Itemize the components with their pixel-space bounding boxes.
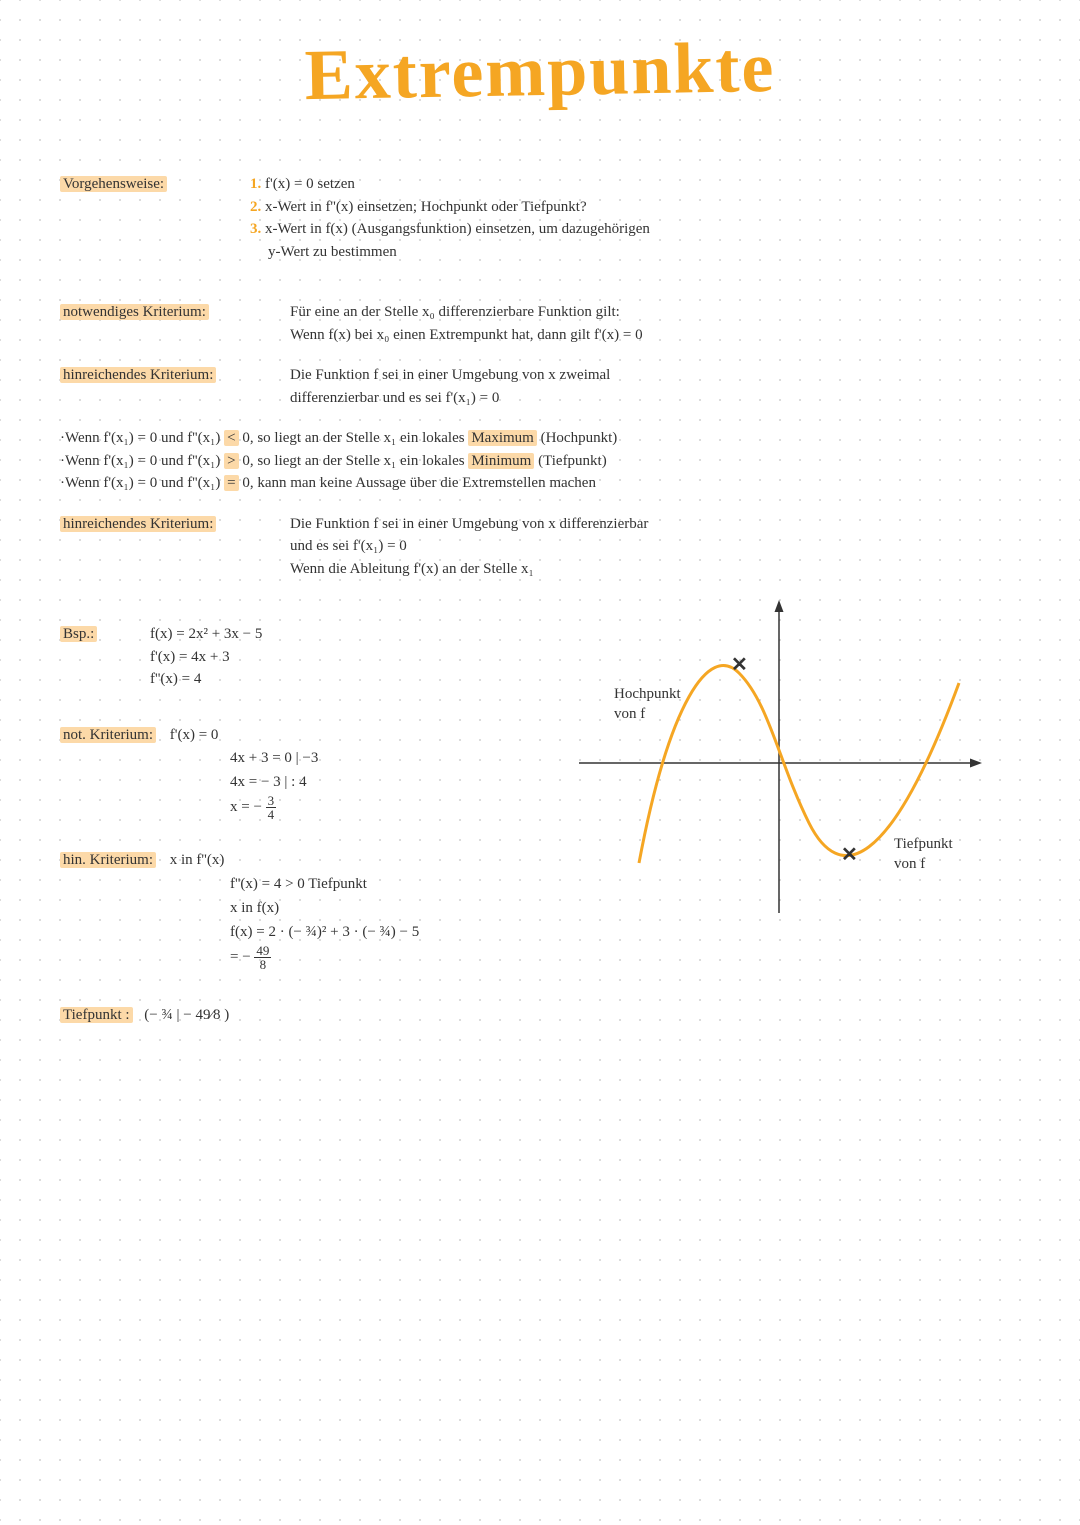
cond-text: ·Wenn f'(x₁) = 0 und f''(x₁) [60,453,224,469]
step-num: 2. [250,199,261,215]
frac-den: 8 [254,958,271,971]
hinreichendes1-line: differenzierbar und es sei f'(x₁) = 0 [290,387,1020,410]
frac-num: 3 [266,794,277,808]
step-text: f'(x) = 0 setzen [265,176,355,192]
tiefpunkt-val: (− ¾ | − 49⁄8 ) [144,1007,229,1023]
hink-label: hin. Kriterium: [60,852,156,868]
frac-num: 49 [254,944,271,958]
notk-l3: 4x = − 3 | : 4 [230,770,559,794]
frac-den: 4 [266,808,277,821]
cond-text: (Tiefpunkt) [534,453,606,469]
hink-l2: f''(x) = 4 > 0 Tiefpunkt [230,872,559,896]
step-text: x-Wert in f''(x) einsetzen; Hochpunkt od… [265,199,587,215]
bsp-f: f(x) = 2x² + 3x − 5 [150,623,262,646]
hoch-label: Hochpunkt [614,686,681,702]
hoch-label2: von f [614,706,645,722]
curve [639,666,959,863]
notk-l4a: x = − [230,799,266,815]
cond-word: Maximum [468,430,537,446]
tief-label2: von f [894,856,925,872]
example-area: Bsp.: f(x) = 2x² + 3x − 5 f'(x) = 4x + 3… [60,623,1020,1044]
notwendiges-line: Für eine an der Stelle x₀ differenzierba… [290,301,1020,324]
hinreichendes1-section: hinreichendes Kriterium: Die Funktion f … [60,364,1020,409]
notwendiges-label: notwendiges Kriterium: [60,304,209,320]
hinreichendes1-line: Die Funktion f sei in einer Umgebung von… [290,364,1020,387]
notk-label: not. Kriterium: [60,727,156,743]
hink-l1: x in f''(x) [170,852,225,868]
page-title: Extrempunkte [59,22,1020,122]
hinreichendes2-line: Die Funktion f sei in einer Umgebung von… [290,513,1020,536]
notk-l1: f'(x) = 0 [170,727,219,743]
condition-max: ·Wenn f'(x₁) = 0 und f''(x₁) < 0, so lie… [60,427,1020,450]
cond-text: 0, so liegt an der Stelle x₁ ein lokales [239,453,469,469]
step-text: x-Wert in f(x) (Ausgangsfunktion) einset… [265,221,650,237]
hochpunkt-marker: ✕ [731,654,748,676]
cond-op: < [224,430,238,446]
cond-text: 0, so liegt an der Stelle x₁ ein lokales [239,430,469,446]
vorgehensweise-steps: 1. f'(x) = 0 setzen 2. x-Wert in f''(x) … [250,173,1020,263]
vorgehensweise-label: Vorgehensweise: [60,176,167,192]
bsp-f1: f'(x) = 4x + 3 [150,646,262,669]
hink-l5: = − 498 [230,944,559,971]
step-text: y-Wert zu bestimmen [268,244,397,260]
condition-min: ·Wenn f'(x₁) = 0 und f''(x₁) > 0, so lie… [60,450,1020,473]
notwendiges-line: Wenn f(x) bei x₀ einen Extrempunkt hat, … [290,324,1020,347]
cond-op: > [224,453,238,469]
example-math: Bsp.: f(x) = 2x² + 3x − 5 f'(x) = 4x + 3… [60,623,559,1044]
tiefpunkt-label: Tiefpunkt : [60,1007,133,1023]
cond-text: (Hochpunkt) [537,430,617,446]
hink-l4: f(x) = 2 · (− ¾)² + 3 · (− ¾) − 5 [230,920,559,944]
hinreichendes2-line: und es sei f'(x₁) = 0 [290,535,1020,558]
conditions-block: ·Wenn f'(x₁) = 0 und f''(x₁) < 0, so lie… [60,427,1020,495]
graph-svg: ✕ ✕ Hochpunkt von f Tiefpunkt von f [559,583,999,943]
tiefpunkt-marker: ✕ [841,844,858,866]
notk-l2: 4x + 3 = 0 | −3 [230,746,559,770]
hink-l5a: = − [230,948,254,964]
condition-none: ·Wenn f'(x₁) = 0 und f''(x₁) = 0, kann m… [60,472,1020,495]
vorgehensweise-section: Vorgehensweise: 1. f'(x) = 0 setzen 2. x… [60,173,1020,263]
hinreichendes1-label: hinreichendes Kriterium: [60,367,216,383]
hink-l3: x in f(x) [230,896,559,920]
cond-text: ·Wenn f'(x₁) = 0 und f''(x₁) [60,430,224,446]
hinreichendes2-line: Wenn die Ableitung f'(x) an der Stelle x… [290,558,1020,581]
graph-area: ✕ ✕ Hochpunkt von f Tiefpunkt von f [559,623,1020,1044]
hinreichendes2-label: hinreichendes Kriterium: [60,516,216,532]
notk-l4: x = − 34 [230,794,559,821]
cond-word: Minimum [468,453,534,469]
cond-text: ·Wenn f'(x₁) = 0 und f''(x₁) [60,475,224,491]
hinreichendes2-section: hinreichendes Kriterium: Die Funktion f … [60,513,1020,581]
step-num: 1. [250,176,261,192]
tief-label: Tiefpunkt [894,836,953,852]
notwendiges-section: notwendiges Kriterium: Für eine an der S… [60,301,1020,346]
bsp-label: Bsp.: [60,626,97,642]
cond-text: 0, kann man keine Aussage über die Extre… [239,475,596,491]
cond-op: = [224,475,238,491]
step-num: 3. [250,221,261,237]
bsp-f2: f''(x) = 4 [150,668,262,691]
